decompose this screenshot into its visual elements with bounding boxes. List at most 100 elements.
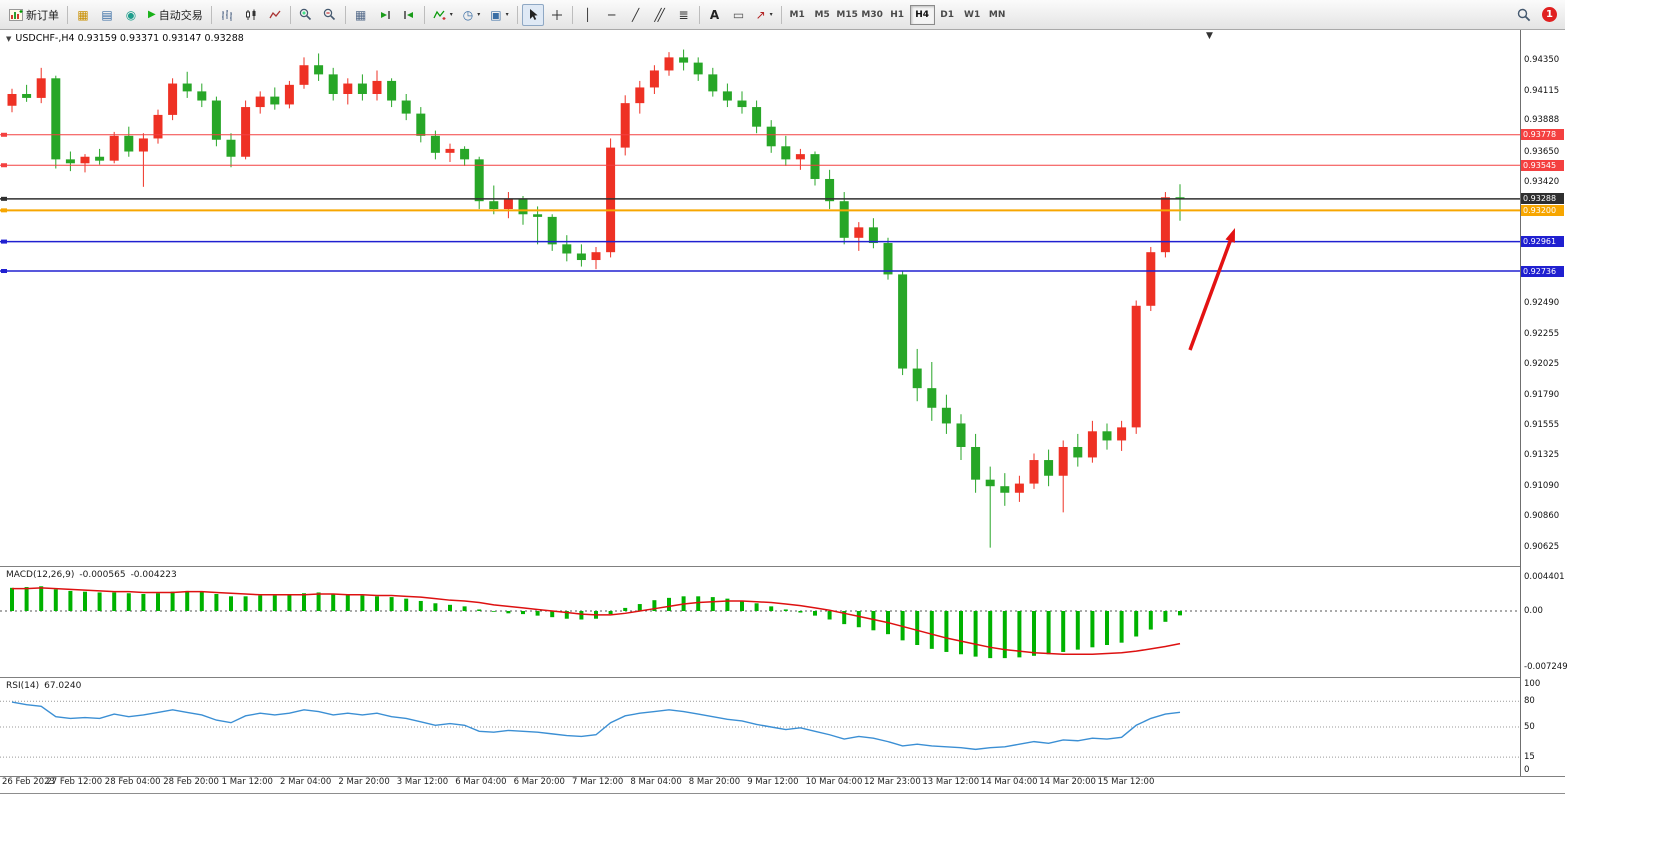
timeframe-button-w1[interactable]: W1 xyxy=(960,5,985,25)
timeframe-button-d1[interactable]: D1 xyxy=(935,5,960,25)
candle xyxy=(51,75,61,169)
candlestick-chart-button[interactable] xyxy=(240,4,262,26)
candle xyxy=(810,151,820,186)
price-tick: 0.92255 xyxy=(1524,328,1560,339)
current-price-line[interactable] xyxy=(0,196,1520,201)
candle xyxy=(80,154,90,173)
chart-shift-button[interactable] xyxy=(398,4,420,26)
timeframe-button-h1[interactable]: H1 xyxy=(885,5,910,25)
candlestick-chart-icon xyxy=(245,9,256,20)
candle xyxy=(912,348,922,402)
candle xyxy=(474,156,484,210)
new-order-label: 新订单 xyxy=(26,8,59,22)
timeframe-button-m15[interactable]: M15 xyxy=(835,5,860,25)
tile-windows-icon: ▦ xyxy=(355,7,367,22)
horizontal-line-button[interactable]: ─ xyxy=(601,4,623,26)
candle xyxy=(95,148,105,165)
search-button[interactable] xyxy=(1513,4,1535,26)
support-line-1[interactable] xyxy=(0,239,1520,244)
candle xyxy=(299,57,309,89)
pivot-line[interactable] xyxy=(0,208,1520,213)
line-chart-button[interactable] xyxy=(264,4,286,26)
price-tag: 0.93778 xyxy=(1521,129,1564,141)
mt4-window: 新订单 ▦ ▤ ◉ ▶ 自动交易 xyxy=(0,0,1568,794)
candle xyxy=(1087,420,1097,463)
candle xyxy=(65,151,75,172)
timeframe-button-m5[interactable]: M5 xyxy=(810,5,835,25)
support-line-2[interactable] xyxy=(0,269,1520,274)
rsi-header: RSI(14) 67.0240 xyxy=(6,681,81,691)
panel-splitter[interactable] xyxy=(0,566,1565,567)
trendline-button[interactable]: ╱ xyxy=(625,4,647,26)
rsi-panel[interactable] xyxy=(0,678,1520,776)
resistance-line-1[interactable] xyxy=(0,132,1520,137)
candle xyxy=(722,83,732,108)
candle xyxy=(868,218,878,249)
candle xyxy=(1131,300,1141,434)
periods-button[interactable]: ◷ ▾ xyxy=(459,4,485,26)
text-button[interactable]: A xyxy=(704,4,726,26)
time-axis-label: 14 Mar 04:00 xyxy=(980,777,1038,787)
toolbar-separator xyxy=(210,5,212,24)
macd-label: MACD(12,26,9) xyxy=(6,570,75,580)
rsi-scale-label: 0 xyxy=(1524,765,1530,775)
market-watch-button[interactable]: ◉ xyxy=(120,4,142,26)
fibonacci-button[interactable]: ≣ xyxy=(673,4,695,26)
arrows-button[interactable]: ↗ ▾ xyxy=(752,4,777,26)
templates-icon: ▣ xyxy=(490,7,502,22)
timeframe-button-m1[interactable]: M1 xyxy=(785,5,810,25)
candle xyxy=(401,93,411,121)
tile-windows-button[interactable]: ▦ xyxy=(350,4,372,26)
zoom-out-button[interactable] xyxy=(319,4,341,26)
candle xyxy=(883,237,893,280)
price-tag: 0.92736 xyxy=(1521,265,1564,277)
candle xyxy=(635,80,645,114)
candle xyxy=(387,78,397,108)
indicators-button[interactable]: ▾ xyxy=(429,4,457,26)
symbol-dropdown-icon[interactable]: ▼ xyxy=(6,34,12,43)
toolbar-separator xyxy=(289,5,291,24)
candle xyxy=(576,244,586,267)
label-button[interactable]: ▭ xyxy=(728,4,750,26)
rsi-value: 67.0240 xyxy=(44,681,82,691)
new-order-icon xyxy=(9,8,23,21)
rsi-scale-label: 80 xyxy=(1524,696,1535,707)
cursor-button[interactable] xyxy=(521,3,544,26)
candle xyxy=(284,80,294,109)
new-chart-button[interactable]: ▦ xyxy=(72,4,94,26)
notification-badge[interactable]: 1 xyxy=(1542,7,1557,22)
timeframe-button-mn[interactable]: MN xyxy=(985,5,1010,25)
candle xyxy=(1175,184,1185,221)
price-axis[interactable]: 0.93778 0.93545 0.93288 0.93200 0.92961 0.927… xyxy=(1521,30,1568,776)
equidistant-channel-button[interactable]: ╱╱ xyxy=(649,4,671,26)
crosshair-button[interactable] xyxy=(546,4,568,26)
main-chart[interactable] xyxy=(0,30,1520,566)
time-axis-label: 6 Mar 04:00 xyxy=(455,777,507,787)
timeframe-button-h4[interactable]: H4 xyxy=(909,4,935,25)
panel-splitter[interactable] xyxy=(0,776,1565,777)
time-axis[interactable]: 26 Feb 2023 27 Feb 12:00 28 Feb 04:00 28 Fe… xyxy=(0,777,1520,793)
profiles-button[interactable]: ▤ xyxy=(96,4,118,26)
templates-button[interactable]: ▣ ▾ xyxy=(486,4,512,26)
new-order-button[interactable]: 新订单 xyxy=(5,4,63,26)
resistance-line-2[interactable] xyxy=(0,163,1520,168)
zoom-in-button[interactable] xyxy=(295,4,317,26)
zoom-in-icon xyxy=(300,8,312,21)
bar-chart-button[interactable] xyxy=(216,4,238,26)
candle xyxy=(971,433,981,493)
candle xyxy=(562,235,572,262)
timeframe-button-m30[interactable]: M30 xyxy=(860,5,885,25)
auto-trading-button[interactable]: ▶ 自动交易 xyxy=(144,4,207,26)
trend-arrow-annotation[interactable] xyxy=(1188,228,1235,351)
vertical-line-button[interactable]: │ xyxy=(577,4,599,26)
candle xyxy=(255,91,265,114)
macd-panel[interactable] xyxy=(0,567,1520,677)
chart-shift-marker-icon[interactable]: ▼ xyxy=(1206,31,1213,41)
time-axis-label: 2 Mar 04:00 xyxy=(280,777,332,787)
time-axis-label: 3 Mar 12:00 xyxy=(396,777,449,787)
candle xyxy=(606,138,616,258)
candle xyxy=(664,52,674,76)
panel-splitter[interactable] xyxy=(0,677,1565,678)
crosshair-icon xyxy=(551,9,562,20)
auto-scroll-button[interactable] xyxy=(374,4,396,26)
